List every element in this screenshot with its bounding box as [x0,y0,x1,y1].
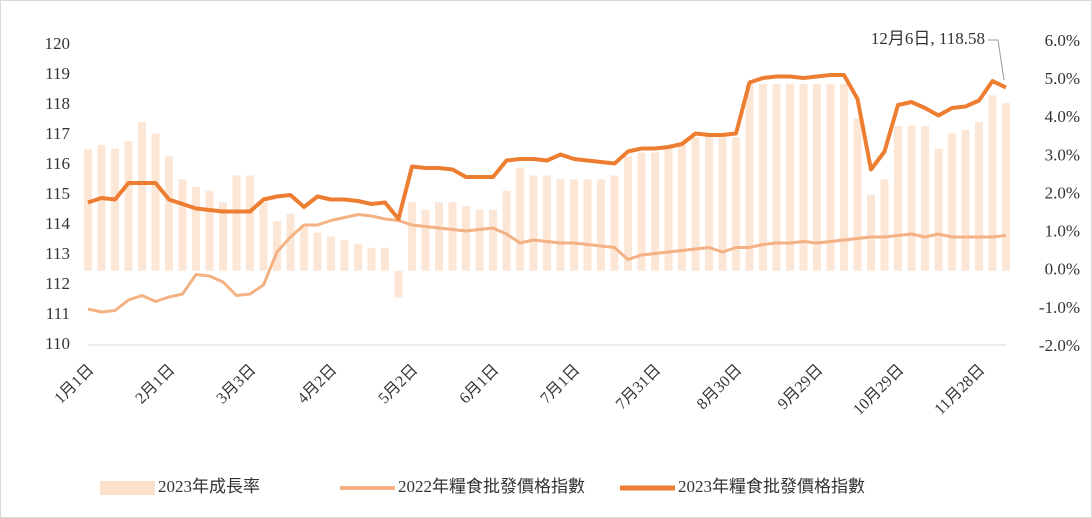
bar [273,221,281,271]
bar [327,236,335,271]
bar [610,175,619,271]
bar [678,144,686,271]
bar [219,202,227,271]
bar [394,270,403,298]
bar [867,194,875,271]
bar [84,148,92,271]
y-tick-label: 119 [45,64,70,83]
y-tick-label: 120 [45,34,71,53]
bar [745,83,754,271]
bar [448,202,457,271]
y-tick-label: 113 [45,244,70,263]
y2-tick-label: -2.0% [1039,336,1080,355]
bar [124,141,133,271]
bar [597,179,605,271]
bar [462,205,470,271]
bar [664,148,673,271]
bar [853,118,862,271]
bar [259,202,268,271]
bar [367,247,376,271]
bar [246,175,254,271]
bar [732,137,740,271]
bar [826,83,835,271]
bar [489,209,497,271]
plot [84,73,1010,314]
bar [165,156,173,271]
bar [813,83,821,271]
bar [583,179,592,271]
bar [799,83,808,271]
legend-swatch [100,481,155,495]
annotation: 12月6日, 118.58 [871,29,985,48]
bar [543,175,551,271]
y-tick-label: 112 [45,274,70,293]
bar [111,148,119,271]
bar [1002,103,1010,271]
bar [570,179,578,271]
bar [651,152,659,271]
y-tick-label: 110 [45,334,70,353]
bar [691,137,700,271]
bar [556,179,565,271]
line [87,213,1007,314]
bar [192,186,200,271]
bar [381,247,389,271]
bar [286,213,295,271]
bar [840,83,848,271]
bar [435,202,443,271]
bar [340,240,349,271]
y2-tick-label: 4.0% [1045,107,1080,126]
y-tick-label: 111 [46,304,70,323]
y-tick-label: 118 [45,94,70,113]
y-tick-label: 115 [45,184,70,203]
y-tick-label: 117 [45,124,70,143]
bar [97,144,106,271]
bar [718,137,727,271]
bar [907,125,916,271]
bar [705,137,713,271]
bar [178,179,187,271]
bar [786,83,794,271]
bar [759,83,767,271]
y2-tick-label: 6.0% [1045,31,1080,50]
bar [921,125,929,271]
y2-tick-label: 3.0% [1045,145,1080,164]
bar [408,202,416,271]
bar [988,95,997,271]
line [87,73,1007,221]
legend-label: 2023年成長率 [158,477,260,496]
bar [772,83,781,271]
bar [880,179,889,271]
y-tick-label: 116 [45,154,70,173]
legend-label: 2022年糧食批發價格指數 [398,477,585,496]
bar [232,175,241,271]
bar [205,190,214,271]
y2-tick-label: 0.0% [1045,260,1080,279]
y2-tick-label: -1.0% [1039,298,1080,317]
bar [975,122,983,271]
bar [894,125,902,271]
bar [516,167,524,271]
y-tick-label: 114 [45,214,70,233]
annotation-leader [988,39,1005,81]
bar [948,133,956,271]
bar [934,148,943,271]
bar [502,190,511,271]
bar [475,209,484,271]
legend-label: 2023年糧食批發價格指數 [678,477,865,496]
bar [151,133,160,271]
bar [313,232,322,271]
bar [624,156,632,271]
bar [421,209,430,271]
bar [637,152,646,271]
bar [138,122,146,271]
bar [354,244,362,271]
bar [529,175,538,271]
y2-tick-label: 5.0% [1045,69,1080,88]
y2-tick-label: 2.0% [1045,183,1080,202]
bar [961,129,970,271]
y2-tick-label: 1.0% [1045,222,1080,241]
bar [300,225,308,271]
